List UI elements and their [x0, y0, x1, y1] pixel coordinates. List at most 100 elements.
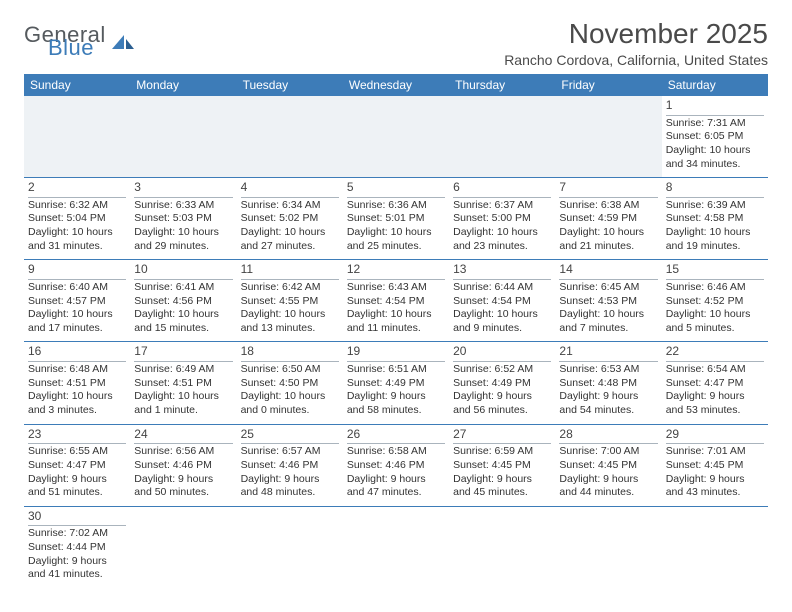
day-number: 25 [241, 427, 339, 445]
day-header: Wednesday [343, 74, 449, 96]
day-detail: Sunrise: 7:00 AM [559, 445, 657, 459]
day-detail: Sunrise: 6:38 AM [559, 199, 657, 213]
day-detail: Sunset: 4:56 PM [134, 295, 232, 309]
day-detail: Sunrise: 7:01 AM [666, 445, 764, 459]
day-number: 8 [666, 180, 764, 198]
calendar-cell: 22Sunrise: 6:54 AMSunset: 4:47 PMDayligh… [662, 342, 768, 424]
day-detail: Daylight: 10 hours and 15 minutes. [134, 308, 232, 335]
day-number: 5 [347, 180, 445, 198]
day-header: Thursday [449, 74, 555, 96]
day-detail: Sunset: 4:47 PM [666, 377, 764, 391]
day-detail: Daylight: 10 hours and 0 minutes. [241, 390, 339, 417]
day-detail: Sunrise: 6:33 AM [134, 199, 232, 213]
day-number: 18 [241, 344, 339, 362]
day-number: 16 [28, 344, 126, 362]
day-detail: Daylight: 9 hours and 47 minutes. [347, 473, 445, 500]
day-detail: Sunset: 5:04 PM [28, 212, 126, 226]
calendar-cell: 11Sunrise: 6:42 AMSunset: 4:55 PMDayligh… [237, 260, 343, 342]
day-detail: Sunrise: 6:41 AM [134, 281, 232, 295]
calendar-cell [449, 506, 555, 588]
day-detail: Daylight: 9 hours and 43 minutes. [666, 473, 764, 500]
day-detail: Sunrise: 6:42 AM [241, 281, 339, 295]
day-detail: Sunrise: 6:51 AM [347, 363, 445, 377]
day-detail: Daylight: 9 hours and 41 minutes. [28, 555, 126, 582]
day-detail: Sunrise: 7:02 AM [28, 527, 126, 541]
calendar-cell [130, 506, 236, 588]
calendar-cell: 29Sunrise: 7:01 AMSunset: 4:45 PMDayligh… [662, 424, 768, 506]
day-detail: Sunrise: 6:40 AM [28, 281, 126, 295]
day-detail: Sunrise: 6:55 AM [28, 445, 126, 459]
calendar-cell: 16Sunrise: 6:48 AMSunset: 4:51 PMDayligh… [24, 342, 130, 424]
day-detail: Daylight: 9 hours and 54 minutes. [559, 390, 657, 417]
calendar-cell [449, 96, 555, 178]
day-number: 22 [666, 344, 764, 362]
day-detail: Sunrise: 6:54 AM [666, 363, 764, 377]
calendar-cell: 30Sunrise: 7:02 AMSunset: 4:44 PMDayligh… [24, 506, 130, 588]
day-detail: Sunset: 6:05 PM [666, 130, 764, 144]
day-number: 9 [28, 262, 126, 280]
day-detail: Sunrise: 7:31 AM [666, 117, 764, 131]
day-detail: Daylight: 10 hours and 29 minutes. [134, 226, 232, 253]
calendar-cell: 25Sunrise: 6:57 AMSunset: 4:46 PMDayligh… [237, 424, 343, 506]
day-number: 6 [453, 180, 551, 198]
page-title: November 2025 [504, 18, 768, 50]
day-detail: Sunrise: 6:58 AM [347, 445, 445, 459]
calendar-cell: 20Sunrise: 6:52 AMSunset: 4:49 PMDayligh… [449, 342, 555, 424]
day-detail: Sunset: 5:00 PM [453, 212, 551, 226]
calendar-cell: 28Sunrise: 7:00 AMSunset: 4:45 PMDayligh… [555, 424, 661, 506]
day-detail: Sunset: 4:57 PM [28, 295, 126, 309]
calendar-cell [130, 96, 236, 178]
calendar-cell [555, 506, 661, 588]
day-number: 29 [666, 427, 764, 445]
day-detail: Daylight: 10 hours and 17 minutes. [28, 308, 126, 335]
day-detail: Sunset: 4:51 PM [28, 377, 126, 391]
calendar-cell: 1Sunrise: 7:31 AMSunset: 6:05 PMDaylight… [662, 96, 768, 178]
day-detail: Daylight: 10 hours and 3 minutes. [28, 390, 126, 417]
day-detail: Sunset: 4:45 PM [453, 459, 551, 473]
day-detail: Sunset: 5:02 PM [241, 212, 339, 226]
day-detail: Sunrise: 6:39 AM [666, 199, 764, 213]
calendar-cell: 8Sunrise: 6:39 AMSunset: 4:58 PMDaylight… [662, 178, 768, 260]
calendar-cell: 19Sunrise: 6:51 AMSunset: 4:49 PMDayligh… [343, 342, 449, 424]
calendar-cell [343, 506, 449, 588]
day-detail: Sunset: 4:55 PM [241, 295, 339, 309]
day-detail: Sunrise: 6:57 AM [241, 445, 339, 459]
day-detail: Daylight: 9 hours and 51 minutes. [28, 473, 126, 500]
day-header: Friday [555, 74, 661, 96]
day-detail: Sunset: 4:46 PM [347, 459, 445, 473]
day-detail: Sunset: 5:01 PM [347, 212, 445, 226]
calendar-cell: 23Sunrise: 6:55 AMSunset: 4:47 PMDayligh… [24, 424, 130, 506]
logo: General Blue [24, 26, 136, 57]
day-detail: Daylight: 10 hours and 13 minutes. [241, 308, 339, 335]
calendar-cell [237, 96, 343, 178]
day-detail: Daylight: 10 hours and 11 minutes. [347, 308, 445, 335]
calendar-cell: 24Sunrise: 6:56 AMSunset: 4:46 PMDayligh… [130, 424, 236, 506]
day-detail: Sunrise: 6:52 AM [453, 363, 551, 377]
calendar-cell: 4Sunrise: 6:34 AMSunset: 5:02 PMDaylight… [237, 178, 343, 260]
day-number: 2 [28, 180, 126, 198]
day-detail: Sunrise: 6:32 AM [28, 199, 126, 213]
day-number: 11 [241, 262, 339, 280]
calendar-cell [662, 506, 768, 588]
day-detail: Sunrise: 6:36 AM [347, 199, 445, 213]
calendar-cell: 13Sunrise: 6:44 AMSunset: 4:54 PMDayligh… [449, 260, 555, 342]
calendar-table: SundayMondayTuesdayWednesdayThursdayFrid… [24, 74, 768, 588]
day-detail: Daylight: 9 hours and 53 minutes. [666, 390, 764, 417]
calendar-cell: 2Sunrise: 6:32 AMSunset: 5:04 PMDaylight… [24, 178, 130, 260]
day-detail: Sunset: 4:58 PM [666, 212, 764, 226]
calendar-cell [237, 506, 343, 588]
day-detail: Sunset: 4:45 PM [559, 459, 657, 473]
day-detail: Daylight: 9 hours and 44 minutes. [559, 473, 657, 500]
day-number: 20 [453, 344, 551, 362]
day-detail: Sunrise: 6:59 AM [453, 445, 551, 459]
header: General Blue November 2025 Rancho Cordov… [24, 18, 768, 68]
day-number: 4 [241, 180, 339, 198]
calendar-cell [343, 96, 449, 178]
day-number: 17 [134, 344, 232, 362]
day-detail: Sunrise: 6:46 AM [666, 281, 764, 295]
day-detail: Sunset: 4:50 PM [241, 377, 339, 391]
day-detail: Daylight: 10 hours and 25 minutes. [347, 226, 445, 253]
day-number: 23 [28, 427, 126, 445]
day-detail: Sunrise: 6:50 AM [241, 363, 339, 377]
calendar-cell: 10Sunrise: 6:41 AMSunset: 4:56 PMDayligh… [130, 260, 236, 342]
